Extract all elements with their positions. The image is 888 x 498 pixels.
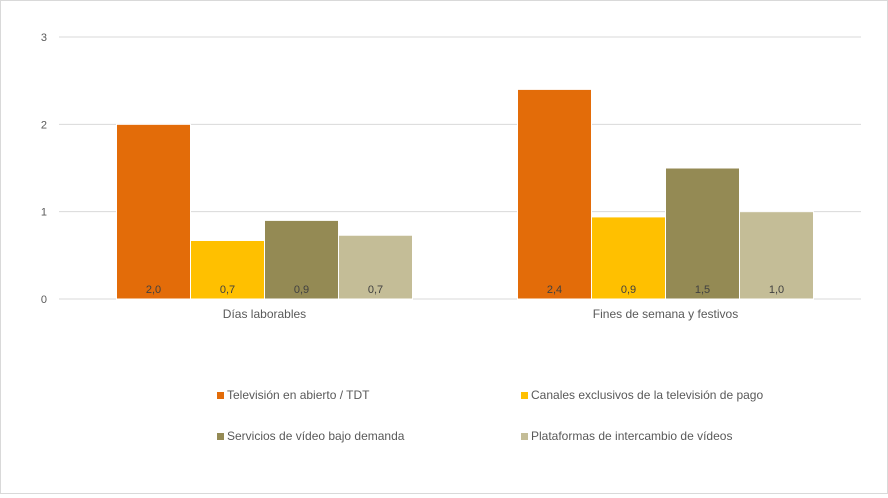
data-label: 1,0 xyxy=(769,284,784,296)
legend-label: Servicios de vídeo bajo demanda xyxy=(227,429,405,443)
x-tick-label: Fines de semana y festivos xyxy=(593,307,738,321)
y-tick-label: 2 xyxy=(41,119,47,131)
x-tick-label: Días laborables xyxy=(223,307,306,321)
y-tick-label: 1 xyxy=(41,207,47,219)
data-label: 0,9 xyxy=(621,284,636,296)
data-label: 0,7 xyxy=(368,284,383,296)
y-tick-label: 0 xyxy=(41,294,47,306)
bar xyxy=(264,219,339,300)
legend-label: Televisión en abierto / TDT xyxy=(227,388,370,402)
bar xyxy=(665,167,740,300)
legend-marker xyxy=(217,392,224,399)
bar xyxy=(338,234,413,300)
legend-marker xyxy=(521,433,528,440)
data-label: 2,4 xyxy=(547,284,562,296)
bar xyxy=(116,123,191,300)
y-tick-label: 3 xyxy=(41,32,47,44)
data-label: 0,9 xyxy=(294,284,309,296)
data-label: 2,0 xyxy=(146,284,161,296)
legend-marker xyxy=(521,392,528,399)
bar xyxy=(190,239,265,300)
bar xyxy=(739,211,814,300)
bar xyxy=(591,216,666,300)
legend-label: Plataformas de intercambio de vídeos xyxy=(531,429,732,443)
data-label: 0,7 xyxy=(220,284,235,296)
legend-label: Canales exclusivos de la televisión de p… xyxy=(531,388,763,402)
bar xyxy=(517,88,592,300)
legend-marker xyxy=(217,433,224,440)
data-label: 1,5 xyxy=(695,284,710,296)
